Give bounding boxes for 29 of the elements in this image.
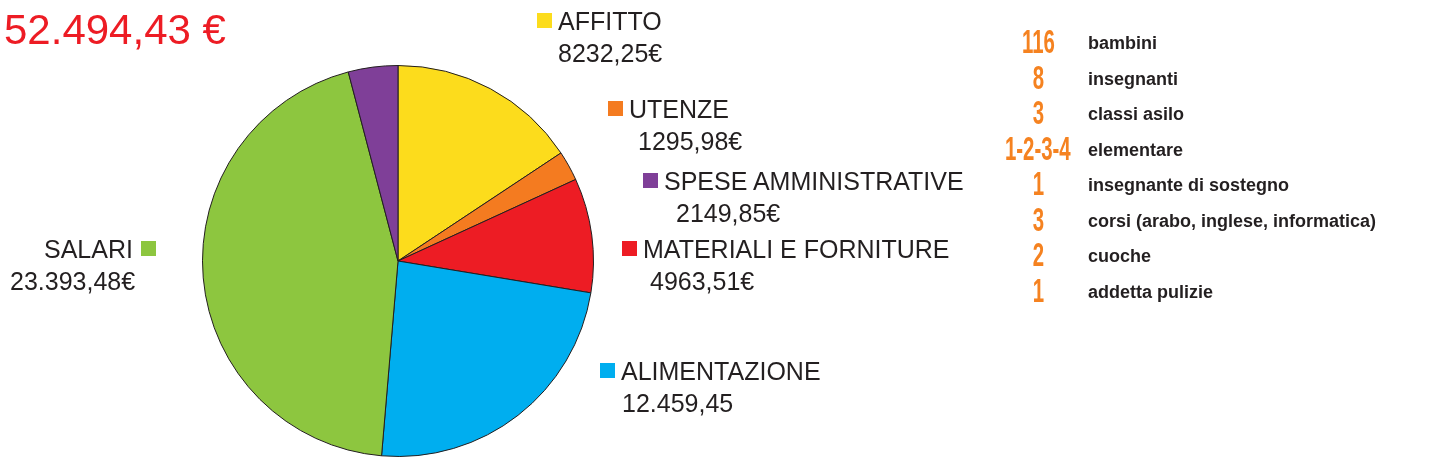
text: addetta pulizie [1088,280,1214,304]
data-label: 12.459,45 [622,388,734,418]
legend-label: SPESE AMMINISTRATIVE [664,167,964,195]
text: insegnanti [1088,67,1179,91]
text: cuoche [1088,245,1152,268]
text: 3 [1032,199,1044,238]
data-label: 1295,98€ [638,126,743,156]
text: 1-2-3-4 [1005,128,1071,167]
text: 1 [1032,270,1044,309]
text: insegnante di sostegno [1088,174,1290,197]
legend-label: ALIMENTAZIONE [621,357,821,385]
text: 1 [1032,164,1044,202]
text: 116 [1021,22,1055,60]
text: classi asilo [1088,103,1185,126]
legend-label: UTENZE [629,95,729,123]
text: bambini [1088,32,1158,55]
data-label: 4963,51€ [650,266,755,296]
text: 8 [1032,57,1044,96]
text: 2 [1032,235,1044,273]
data-label: 23.393,48€ [10,266,136,296]
text: 3 [1032,93,1044,131]
legend-label: MATERIALI E FORNITURE [643,235,950,263]
data-label: 8232,25€ [558,38,663,68]
chart-title: 52.494,43 € [4,6,226,54]
data-label: 2149,85€ [676,198,781,228]
text: elementare [1088,138,1184,162]
legend-label: AFFITTO [558,7,662,35]
text: corsi (arabo, inglese, informatica) [1088,209,1377,233]
slice-label: SALARI [44,235,133,263]
